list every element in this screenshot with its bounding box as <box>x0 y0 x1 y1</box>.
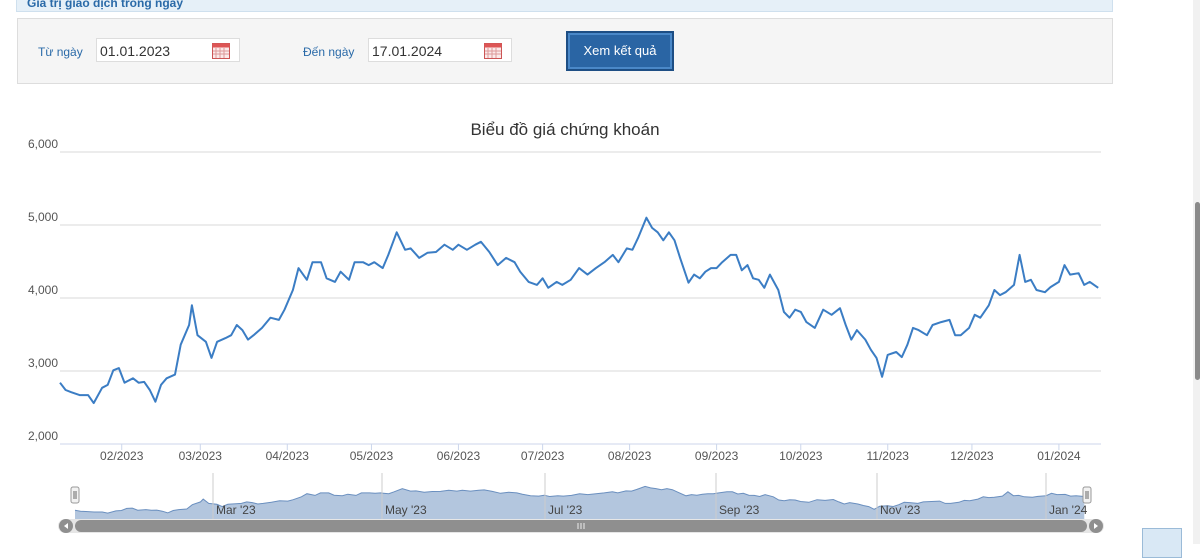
navigator-label: Sep '23 <box>719 503 760 517</box>
to-date-input[interactable]: 17.01.2024 <box>368 38 512 62</box>
from-date-input[interactable]: 01.01.2023 <box>96 38 240 62</box>
price-line <box>59 216 1099 405</box>
y-tick-label: 4,000 <box>28 283 58 297</box>
x-tick-label: 09/2023 <box>695 449 739 463</box>
y-tick-label: 5,000 <box>28 210 58 224</box>
x-tick-label: 03/2023 <box>179 449 223 463</box>
section-header: Giá trị giao dịch trong ngày <box>16 0 1113 12</box>
x-tick-label: 12/2023 <box>950 449 994 463</box>
chart-title: Biểu đồ giá chứng khoán <box>470 120 659 139</box>
y-tick-label: 2,000 <box>28 429 58 443</box>
to-label: Đến ngày <box>303 45 355 59</box>
navigator-label: Jul '23 <box>548 503 583 517</box>
navigator-area <box>75 486 1085 519</box>
header-title: Giá trị giao dịch trong ngày <box>27 0 184 10</box>
y-tick-label: 6,000 <box>28 137 58 151</box>
navigator-label: Nov '23 <box>880 503 921 517</box>
x-tick-label: 05/2023 <box>350 449 394 463</box>
page-scrollbar-thumb[interactable] <box>1195 202 1200 380</box>
navigator-label: Jan '24 <box>1049 503 1088 517</box>
navigator-handle[interactable] <box>70 486 80 504</box>
date-form: Từ ngày 01.01.2023 Đến ngày 17.01.2024 X… <box>17 18 1113 84</box>
calendar-icon[interactable] <box>212 43 230 59</box>
handle-grip <box>73 491 77 499</box>
from-label: Từ ngày <box>38 45 83 59</box>
page: Giá trị giao dịch trong ngày Từ ngày 01.… <box>16 0 1200 558</box>
price-chart: Biểu đồ giá chứng khoán 2,000 3,000 4,000 5… <box>28 120 1104 533</box>
x-tick-label: 10/2023 <box>779 449 823 463</box>
x-tick-label: 02/2023 <box>100 449 144 463</box>
navigator-line <box>74 485 1085 514</box>
handle-grip <box>1085 491 1089 499</box>
x-tick-label: 04/2023 <box>266 449 310 463</box>
y-tick-label: 3,000 <box>28 356 58 370</box>
to-date-value: 17.01.2024 <box>372 43 443 59</box>
x-tick-label: 11/2023 <box>866 449 909 463</box>
navigator-label: May '23 <box>385 503 427 517</box>
submit-button[interactable]: Xem kết quả <box>566 31 674 71</box>
x-tick-label: 06/2023 <box>437 449 481 463</box>
navigator-handle[interactable] <box>1082 486 1092 504</box>
scroll-top-button[interactable] <box>1142 528 1182 558</box>
from-date-value: 01.01.2023 <box>100 43 171 59</box>
x-tick-label: 07/2023 <box>521 449 565 463</box>
x-tick-label: 01/2024 <box>1037 449 1081 463</box>
navigator-label: Mar '23 <box>216 503 256 517</box>
x-tick-label: 08/2023 <box>608 449 652 463</box>
arrow <box>1094 523 1098 529</box>
arrow <box>64 523 68 529</box>
calendar-icon[interactable] <box>484 43 502 59</box>
scrollbar-grip <box>577 523 585 529</box>
